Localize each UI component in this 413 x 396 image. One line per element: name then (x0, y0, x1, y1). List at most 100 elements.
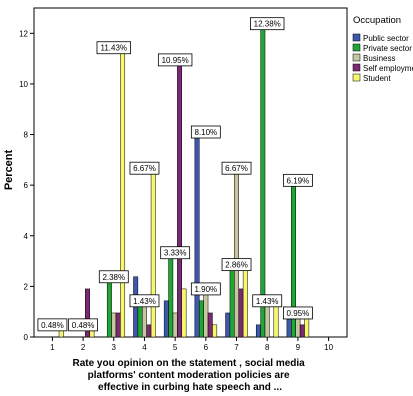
data-label-box (252, 294, 283, 308)
bar-private-sector (229, 264, 235, 338)
data-label: 11.43% (96, 41, 131, 55)
data-label: 6.67% (129, 161, 160, 175)
bar-student (150, 167, 156, 338)
data-labels: 0.48% 0.48% 2.38% 11.43% 6.67% 1.43% 3.33% 10.9… (37, 17, 313, 332)
bar-self-employment (115, 312, 121, 338)
data-label-text: 6.67% (225, 164, 248, 173)
data-label-text: 0.48% (41, 321, 64, 330)
data-label-box (283, 173, 313, 187)
data-label-box (250, 17, 285, 31)
data-label-text: 1.90% (194, 285, 217, 294)
data-label-box (37, 318, 68, 332)
data-label-box (157, 53, 193, 67)
y-tick-label: 0 (24, 333, 29, 342)
data-label-box (221, 161, 252, 175)
legend-label: Self employment (363, 64, 413, 73)
data-label-box (190, 282, 221, 296)
bar-self-employment (146, 324, 152, 338)
x-axis-label-line-2: platforms' content moderation policies a… (88, 370, 290, 381)
data-label: 0.48% (37, 318, 68, 332)
bar-self-employment (299, 324, 305, 338)
x-tick-label: 2 (81, 343, 86, 352)
bar-self-employment (207, 312, 213, 338)
y-axis-label: Percent (3, 149, 15, 190)
x-tick-label: 8 (265, 343, 270, 352)
data-label: 3.33% (160, 246, 191, 260)
data-label-text: 3.33% (164, 249, 187, 258)
data-label-text: 2.38% (102, 273, 125, 282)
data-label-box (221, 258, 252, 272)
x-tick-label: 6 (204, 343, 209, 352)
bar-private-sector (260, 23, 266, 338)
y-tick-label: 8 (24, 131, 29, 140)
y-axis: 0 2 4 6 8 10 12 (19, 29, 34, 342)
x-tick-label: 3 (112, 343, 117, 352)
data-label: 1.90% (190, 282, 221, 296)
data-label: 6.67% (221, 161, 252, 175)
data-label-text: 8.10% (194, 128, 217, 137)
data-label: 1.43% (129, 294, 160, 308)
bar-business (111, 312, 117, 338)
bar-self-employment (177, 59, 183, 338)
x-tick-label: 9 (296, 343, 301, 352)
data-label-box (283, 306, 313, 320)
bar-public-sector (225, 312, 231, 338)
bar-private-sector (106, 276, 112, 338)
data-label-text: 10.95% (162, 56, 189, 65)
data-label-text: 0.95% (287, 309, 310, 318)
data-label-text: 1.43% (256, 297, 279, 306)
y-tick-label: 6 (24, 181, 29, 190)
y-tick-label: 12 (19, 29, 28, 38)
x-axis: 1 2 3 4 5 6 7 8 9 10 (50, 337, 334, 352)
legend-label: Public sector (363, 34, 409, 43)
data-label: 2.86% (221, 258, 252, 272)
data-label-box (160, 246, 191, 260)
data-label-text: 2.86% (225, 261, 248, 270)
legend-swatch (352, 63, 361, 72)
x-tick-label: 1 (50, 343, 55, 352)
data-label: 2.38% (98, 270, 129, 284)
data-label-text: 0.48% (72, 321, 95, 330)
bar-public-sector (255, 324, 261, 338)
data-label: 0.48% (68, 318, 98, 332)
legend-label: Business (363, 54, 395, 63)
data-label: 0.95% (283, 306, 313, 320)
bar-self-employment (238, 288, 244, 338)
x-axis-label-line-1: Rate you opinion on the statement , soci… (72, 358, 305, 369)
data-label-text: 12.38% (254, 20, 281, 29)
data-label-text: 6.67% (133, 164, 156, 173)
bar-student (242, 264, 248, 338)
legend-title: Occupation (353, 15, 401, 26)
y-tick-label: 4 (24, 232, 29, 241)
data-label-box (190, 125, 221, 139)
data-label-box (68, 318, 98, 332)
data-label-text: 6.19% (287, 176, 310, 185)
legend-swatch (352, 73, 361, 82)
x-axis-label: Rate you opinion on the statement , soci… (72, 358, 307, 393)
legend-swatch (352, 53, 361, 62)
x-axis-label-line-3: effective in curbing hate speech and ... (98, 382, 282, 393)
y-tick-label: 10 (19, 80, 28, 89)
legend-swatch (352, 43, 361, 52)
data-label-text: 11.43% (101, 44, 128, 53)
x-tick-label: 4 (142, 343, 147, 352)
data-label: 10.95% (157, 53, 193, 67)
x-tick-label: 10 (324, 343, 333, 352)
bar-public-sector (194, 131, 200, 338)
bar-business (234, 167, 239, 338)
bar-private-sector (198, 300, 204, 338)
data-label-box (98, 270, 129, 284)
bar-student (181, 288, 187, 338)
data-label: 6.19% (283, 173, 313, 187)
legend-swatch (352, 33, 361, 42)
data-label-box (96, 41, 131, 55)
bar-private-sector (168, 252, 174, 338)
bar-public-sector (163, 300, 169, 338)
data-label: 1.43% (252, 294, 283, 308)
bar-business (172, 312, 178, 338)
data-label: 8.10% (190, 125, 221, 139)
bar-business (203, 288, 209, 338)
data-label-text: 1.43% (133, 297, 156, 306)
